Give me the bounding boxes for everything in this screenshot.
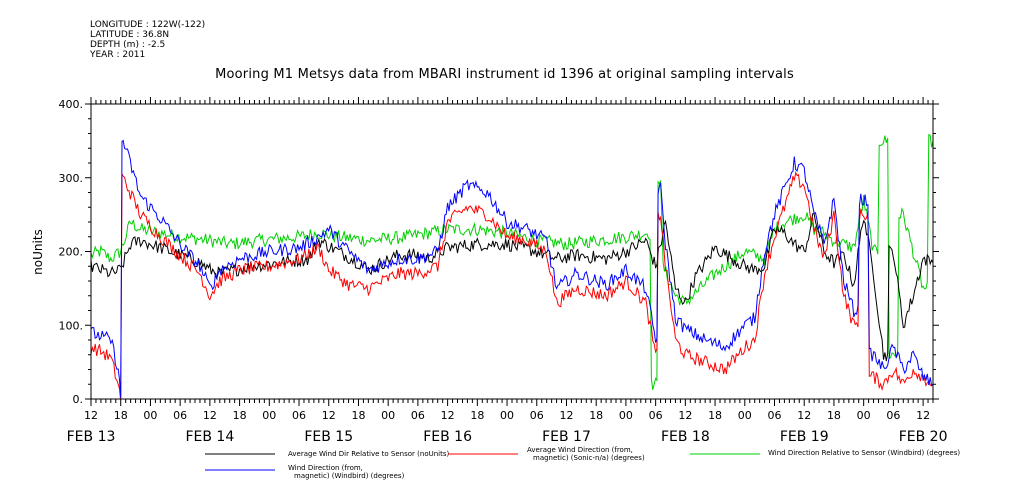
- series-layer: [91, 133, 933, 399]
- x-tick-label: 06: [173, 409, 187, 422]
- legend-label: Wind Direction (from,: [288, 464, 363, 472]
- metadata-block: LONGITUDE : 122W(-122) LATITUDE : 36.8N …: [90, 20, 205, 60]
- x-day-label: FEB 13: [67, 429, 116, 445]
- x-tick-label: 00: [619, 409, 633, 422]
- x-tick-label: 06: [649, 409, 663, 422]
- x-day-label: FEB 15: [304, 429, 353, 445]
- axes-layer: 0. 100. 200. 300. 400. 12 18 00 06 12 18 00 06 12 18 00…: [59, 97, 948, 445]
- y-tick-label: 0.: [73, 393, 84, 406]
- x-tick-label: 00: [143, 409, 157, 422]
- x-tick-label: 12: [441, 409, 455, 422]
- x-tick-label: 18: [708, 409, 722, 422]
- x-tick-label: 06: [530, 409, 544, 422]
- year-label: YEAR : 2011: [90, 50, 146, 60]
- y-tick-label: 100.: [59, 319, 84, 332]
- x-day-label: FEB 17: [542, 429, 591, 445]
- x-day-label: FEB 20: [899, 429, 948, 445]
- x-tick-label: 06: [411, 409, 425, 422]
- x-tick-label: 18: [233, 409, 247, 422]
- x-day-label: FEB 18: [661, 429, 710, 445]
- x-day-label: FEB 19: [780, 429, 829, 445]
- x-tick-label: 12: [797, 409, 811, 422]
- x-tick-label: 06: [768, 409, 782, 422]
- y-axis-label: noUnits: [31, 229, 45, 275]
- x-tick-label: 18: [589, 409, 603, 422]
- legend-label: magnetic) (Windbird) (degrees): [294, 472, 405, 480]
- chart-title: Mooring M1 Metsys data from MBARI instru…: [215, 67, 794, 82]
- x-tick-label: 18: [827, 409, 841, 422]
- x-tick-label: 18: [351, 409, 365, 422]
- latitude-label: LATITUDE : 36.8N: [90, 30, 170, 40]
- legend: Average Wind Dir Relative to Sensor (noU…: [205, 446, 960, 480]
- x-day-label: FEB 16: [423, 429, 472, 445]
- x-tick-label: 12: [559, 409, 573, 422]
- x-tick-label: 12: [322, 409, 336, 422]
- x-tick-label: 00: [857, 409, 871, 422]
- series-line-1: [91, 170, 933, 399]
- legend-label: magnetic) (Sonic-n/a) (degrees): [533, 454, 645, 462]
- x-tick-label: 00: [738, 409, 752, 422]
- x-tick-label: 06: [292, 409, 306, 422]
- series-line-0: [91, 213, 933, 362]
- y-tick-label: 300.: [59, 172, 84, 185]
- x-tick-label: 06: [886, 409, 900, 422]
- x-tick-label: 12: [678, 409, 692, 422]
- plot-frame: [90, 103, 934, 400]
- x-tick-label: 00: [500, 409, 514, 422]
- x-tick-label: 00: [381, 409, 395, 422]
- x-tick-label: 12: [84, 409, 98, 422]
- legend-label: Wind Direction Relative to Sensor (Windb…: [768, 449, 960, 457]
- longitude-label: LONGITUDE : 122W(-122): [90, 20, 206, 30]
- x-tick-label: 12: [203, 409, 217, 422]
- x-day-label: FEB 14: [185, 429, 234, 445]
- y-tick-label: 200.: [59, 246, 84, 259]
- legend-label: Average Wind Direction (from,: [527, 446, 633, 454]
- x-tick-label: 00: [262, 409, 276, 422]
- x-tick-label: 18: [114, 409, 128, 422]
- legend-label: Average Wind Dir Relative to Sensor (noU…: [288, 450, 449, 458]
- series-line-2: [91, 133, 933, 390]
- y-tick-label: 400.: [59, 98, 84, 111]
- depth-label: DEPTH (m) : -2.5: [90, 40, 166, 50]
- x-tick-label: 12: [916, 409, 930, 422]
- series-line-3: [91, 139, 933, 399]
- x-tick-label: 18: [470, 409, 484, 422]
